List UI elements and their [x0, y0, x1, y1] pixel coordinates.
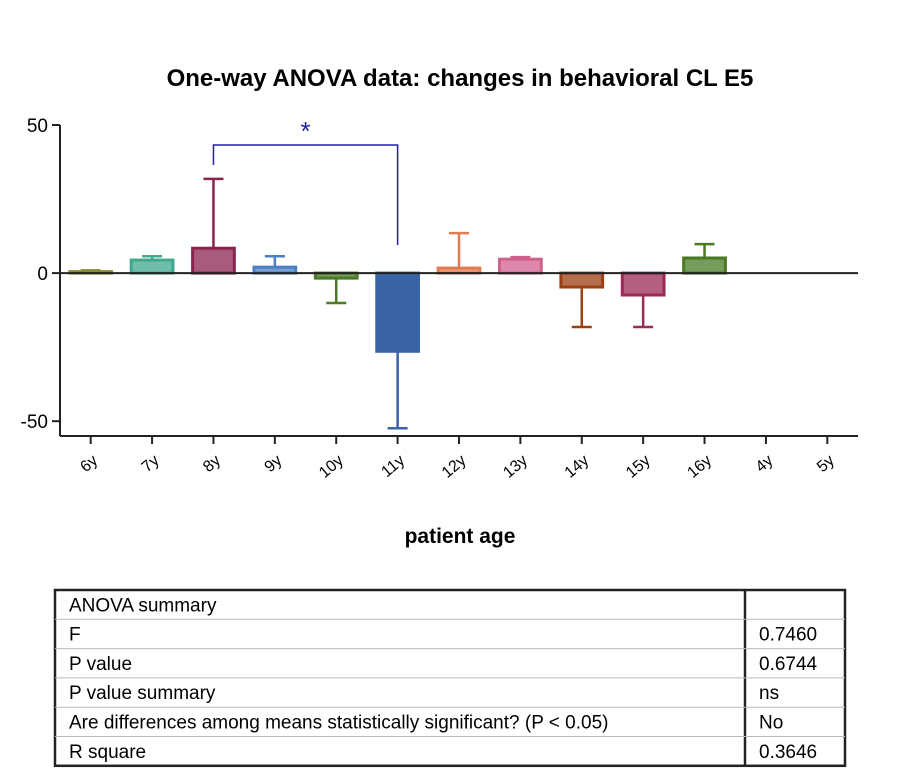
x-tick-label: 8y	[200, 452, 224, 476]
bar	[375, 271, 420, 353]
table-label: P value	[69, 654, 132, 675]
x-tick-label: 5y	[814, 452, 838, 476]
table-value: ns	[759, 683, 779, 704]
x-tick-label: 7y	[139, 452, 163, 476]
x-tick-label: 15y	[623, 452, 654, 482]
table-label: Are differences among means statisticall…	[69, 713, 609, 734]
x-tick-label: 11y	[378, 452, 408, 481]
table-title: ANOVA summary	[69, 595, 217, 616]
significance-bracket	[212, 144, 399, 245]
table-label: R square	[69, 742, 146, 763]
bar	[498, 257, 543, 275]
x-tick-label: 10y	[316, 452, 347, 482]
table-label: F	[69, 625, 81, 646]
x-tick-label: 14y	[562, 452, 593, 482]
bar	[620, 271, 666, 297]
chart-title: One-way ANOVA data: changes in behaviora…	[167, 65, 754, 92]
x-tick-label: 16y	[684, 452, 715, 482]
x-tick-label: 6y	[77, 452, 101, 476]
table-value: 0.6744	[759, 654, 818, 675]
bar	[682, 256, 727, 275]
summary-table: ANOVA summary F 0.7460 P value 0.6744 P value…	[53, 588, 847, 768]
table-label: P value summary	[69, 683, 216, 704]
bar	[191, 246, 236, 275]
y-tick-label: 0	[37, 264, 48, 285]
x-tick-label: 13y	[500, 452, 531, 482]
x-tick-label: 9y	[262, 452, 286, 476]
x-axis-label: patient age	[405, 525, 516, 548]
table-value: 0.3646	[759, 742, 817, 763]
y-tick-label: 50	[27, 116, 48, 137]
table-value: 0.7460	[759, 625, 817, 646]
bar	[129, 258, 175, 275]
significance-label: *	[300, 116, 310, 146]
bar	[559, 271, 605, 289]
table-value: No	[759, 713, 783, 734]
y-tick-label: -50	[21, 412, 48, 433]
x-tick-label: 4y	[753, 452, 777, 476]
x-tick-label: 12y	[439, 452, 470, 482]
